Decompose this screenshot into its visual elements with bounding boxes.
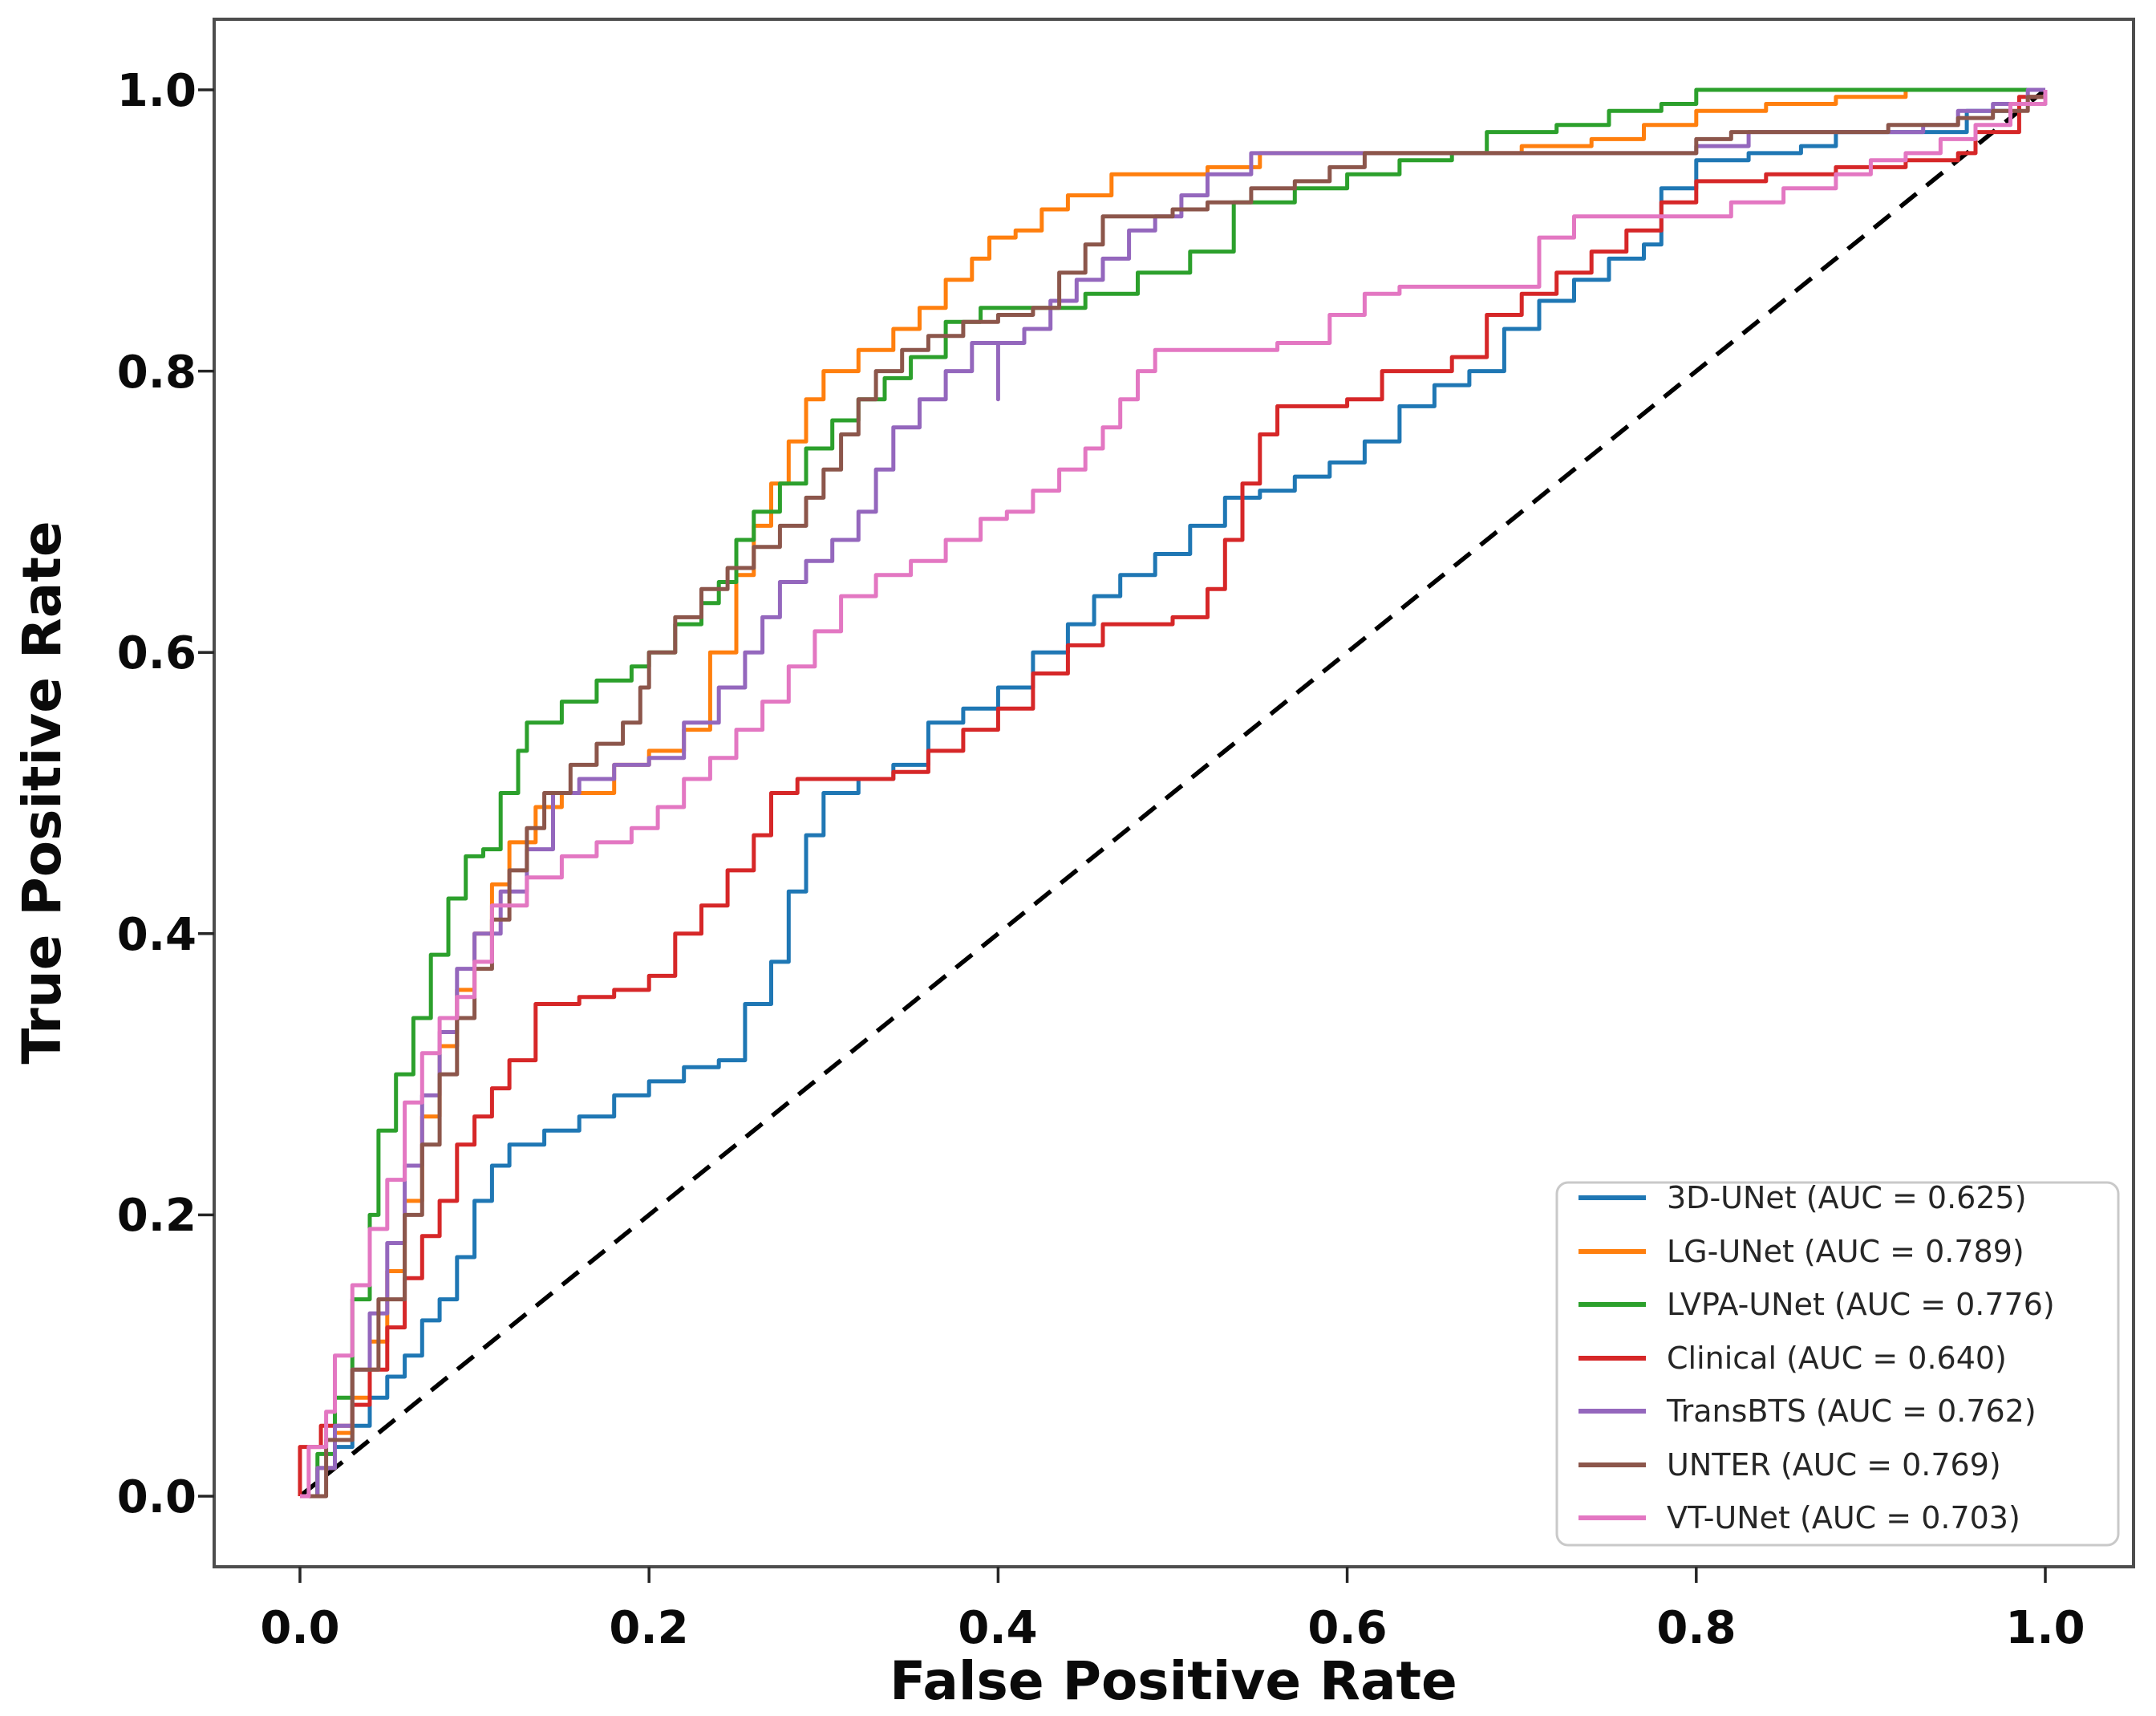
legend-entry-label: 3D-UNet (AUC = 0.625) xyxy=(1667,1180,2027,1215)
x-tick-label: 1.0 xyxy=(2005,1602,2085,1654)
roc-curve-vt-unet xyxy=(300,90,2048,1499)
legend-entry-label: VT-UNet (AUC = 0.703) xyxy=(1667,1500,2020,1535)
x-tick-label: 0.2 xyxy=(609,1602,688,1654)
legend-entry-label: LVPA-UNet (AUC = 0.776) xyxy=(1667,1287,2055,1322)
y-tick-label: 0.8 xyxy=(117,347,197,399)
y-tick-label: 1.0 xyxy=(117,65,197,117)
legend-frame xyxy=(1555,1181,2120,1547)
legend-entry-label: UNTER (AUC = 0.769) xyxy=(1667,1447,2001,1483)
x-axis-label: False Positive Rate xyxy=(890,1650,1457,1712)
x-tick-label: 0.4 xyxy=(958,1602,1037,1654)
x-tick-label: 0.6 xyxy=(1307,1602,1387,1654)
legend-entry-label: TransBTS (AUC = 0.762) xyxy=(1666,1393,2036,1429)
roc-curve-lvpa-unet xyxy=(300,87,2045,1499)
y-tick-label: 0.2 xyxy=(117,1190,197,1242)
y-tick-label: 0.4 xyxy=(117,909,197,961)
chance-diagonal-group xyxy=(298,87,2047,1499)
roc-curve-clinical xyxy=(298,90,2048,1496)
chance-diagonal xyxy=(298,87,2047,1499)
y-axis-label: True Positive Rate xyxy=(11,521,73,1064)
roc-curves-group xyxy=(298,87,2048,1499)
roc-curve-unter xyxy=(300,90,2048,1499)
y-tick-label: 0.6 xyxy=(117,627,197,680)
roc-curve-3d-unet xyxy=(300,90,2048,1499)
y-tick-label: 0.0 xyxy=(117,1471,197,1523)
x-tick-label: 0.0 xyxy=(260,1602,339,1654)
legend: 3D-UNet (AUC = 0.625) LG-UNet (AUC = 0.7… xyxy=(1555,1180,2120,1547)
tick-marks xyxy=(198,88,2047,1583)
legend-entry-label: Clinical (AUC = 0.640) xyxy=(1667,1341,2007,1376)
x-tick-label: 0.8 xyxy=(1656,1602,1736,1654)
legend-entry-label: LG-UNet (AUC = 0.789) xyxy=(1667,1234,2024,1269)
